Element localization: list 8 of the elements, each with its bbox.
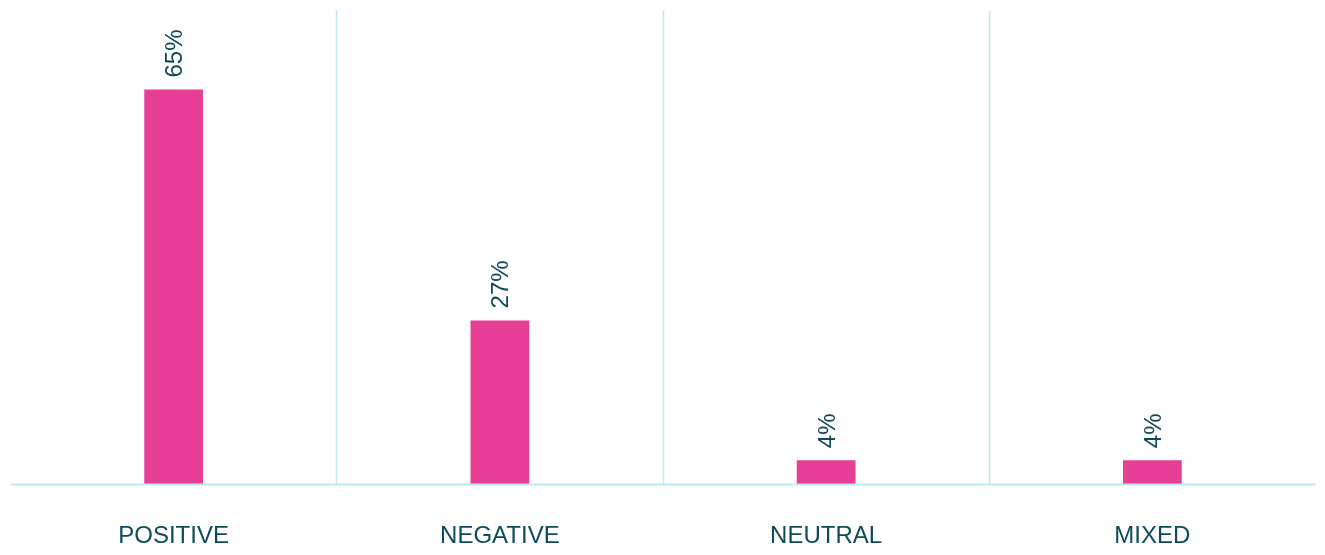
data-label: 65%: [160, 29, 188, 78]
data-label: 4%: [1138, 413, 1166, 449]
data-label: 4%: [812, 413, 840, 449]
x-tick-label: MIXED: [1114, 520, 1191, 548]
x-tick-label: POSITIVE: [118, 520, 229, 548]
data-label: 27%: [486, 260, 514, 309]
x-tick-label: NEGATIVE: [440, 520, 560, 548]
x-tick-label: NEUTRAL: [770, 520, 883, 548]
